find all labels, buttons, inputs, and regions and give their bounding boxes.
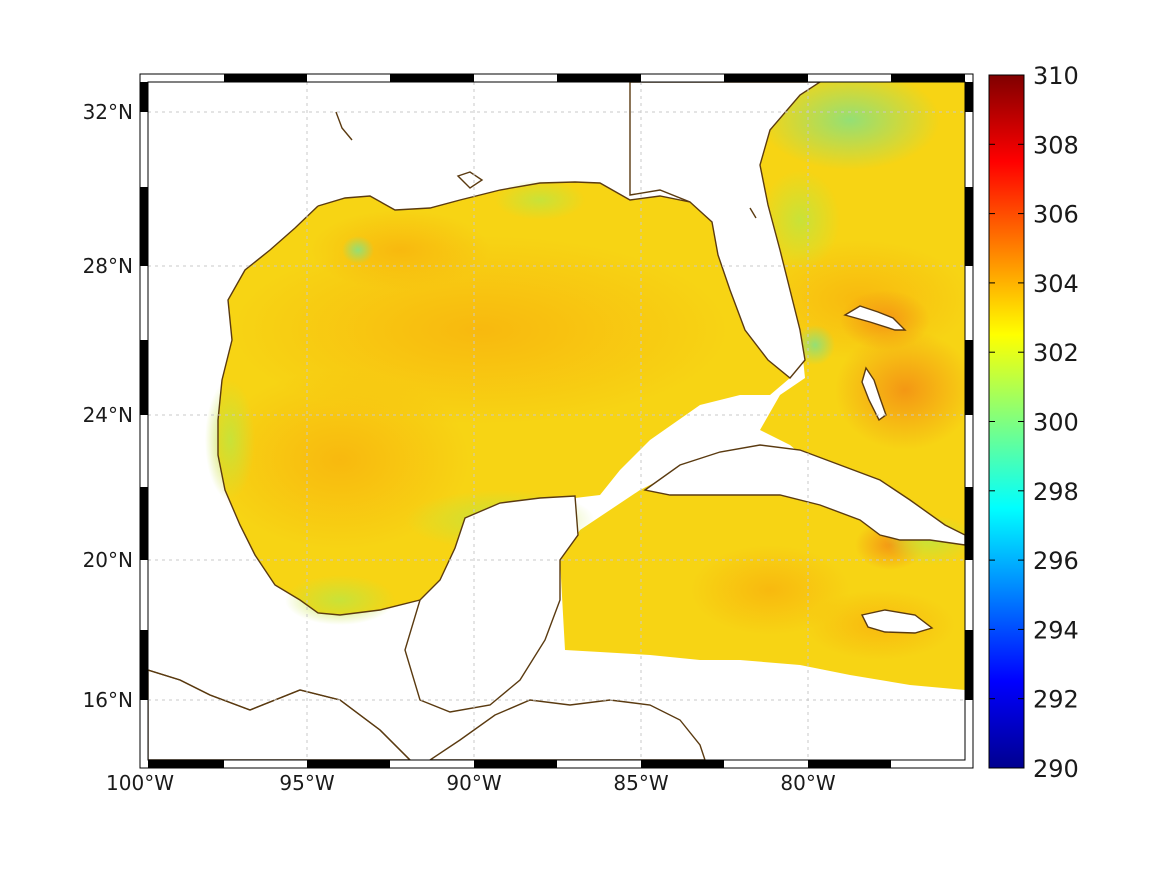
- colorbar-tick-label: 294: [1033, 616, 1079, 644]
- cuba-land: [643, 444, 965, 546]
- lat-tick-labels: 32°N 28°N 24°N 20°N 16°N: [83, 100, 133, 712]
- lat-tick-label: 16°N: [83, 688, 133, 712]
- sst-field: [148, 82, 965, 760]
- abaco-island-land: [843, 305, 907, 331]
- colorbar-tick-label: 296: [1033, 547, 1079, 575]
- colorbar-tick-label: 300: [1033, 409, 1079, 437]
- lat-tick-label: 28°N: [83, 254, 133, 278]
- lon-tick-label: 95°W: [279, 771, 334, 795]
- map-frame: [139, 73, 974, 769]
- colorbar-tick-label: 298: [1033, 478, 1079, 506]
- colorbar-tick-label: 310: [1033, 62, 1079, 90]
- lon-tick-label: 85°W: [613, 771, 668, 795]
- colorbar-tick-label: 306: [1033, 201, 1079, 229]
- lon-tick-labels: 100°W 95°W 90°W 85°W 80°W: [106, 771, 836, 795]
- florida-land: [629, 82, 822, 379]
- central-america-land: [428, 699, 706, 760]
- lat-tick-label: 32°N: [83, 100, 133, 124]
- colorbar-tick-label: 308: [1033, 131, 1079, 159]
- lon-tick-label: 90°W: [446, 771, 501, 795]
- colorbar: 310 308 306 304 302 300 298 296 294 292 290: [988, 62, 1079, 783]
- lat-tick-label: 20°N: [83, 548, 133, 572]
- gridlines: [148, 82, 965, 760]
- yucatan-land: [404, 495, 579, 713]
- colorbar-tick-label: 292: [1033, 686, 1079, 714]
- lon-tick-label: 80°W: [780, 771, 835, 795]
- andros-island-land: [861, 366, 887, 422]
- colorbar-tick-label: 290: [1033, 755, 1079, 783]
- jamaica-land: [860, 609, 934, 634]
- land-masses: [148, 82, 965, 760]
- lat-tick-label: 24°N: [83, 403, 133, 427]
- colorbar-tick-label: 302: [1033, 339, 1079, 367]
- colorbar-ticks: 310 308 306 304 302 300 298 296 294 292 290: [989, 62, 1079, 783]
- lon-tick-label: 100°W: [106, 771, 174, 795]
- colorbar-tick-label: 304: [1033, 270, 1079, 298]
